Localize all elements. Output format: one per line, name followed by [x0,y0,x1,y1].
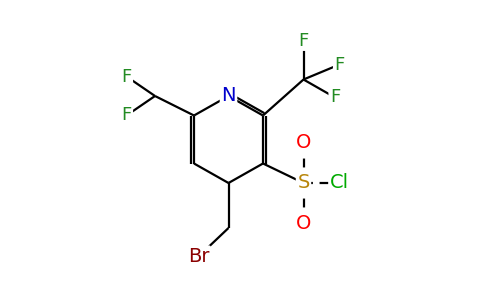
Text: S: S [297,173,310,193]
Text: Br: Br [188,247,209,266]
Text: N: N [221,86,236,106]
Text: F: F [298,32,309,50]
Text: F: F [121,106,132,124]
Text: F: F [330,88,340,106]
Text: O: O [296,214,311,233]
Text: Cl: Cl [330,173,349,193]
Text: O: O [296,133,311,152]
Text: F: F [334,56,345,74]
Text: F: F [121,68,132,85]
